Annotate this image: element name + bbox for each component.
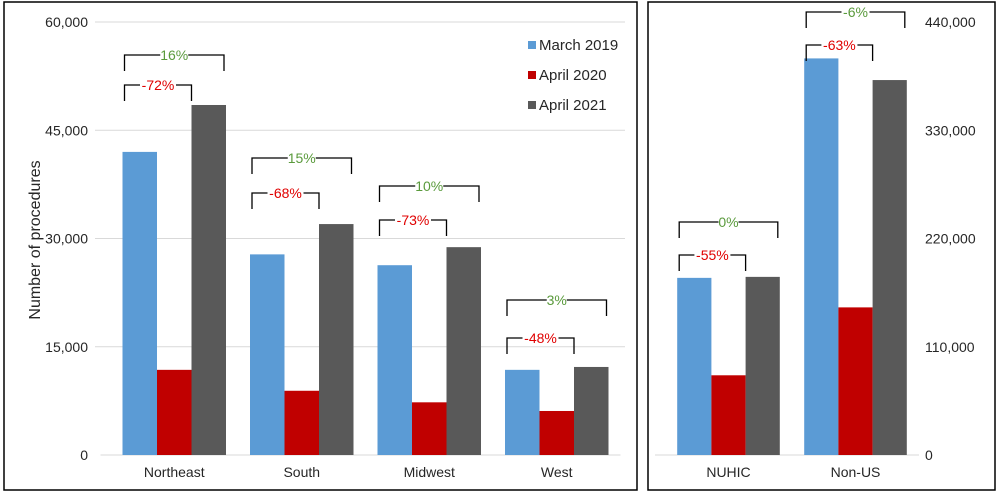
bar-april-2020 (284, 390, 319, 455)
y-tick-label: 15,000 (45, 339, 88, 355)
y-tick-label: 45,000 (45, 122, 88, 138)
x-tick-label: Midwest (404, 464, 455, 480)
legend-label: March 2019 (539, 37, 618, 54)
bar-march-2019 (250, 254, 285, 455)
change-2021-label-bg (546, 292, 567, 308)
legend-label: April 2021 (539, 97, 607, 114)
x-tick-label: West (541, 464, 573, 480)
change-2021-label-bg (415, 178, 444, 194)
change-2021-label: 0% (718, 214, 738, 230)
bar-april-2021 (446, 247, 481, 455)
bar-march-2019 (804, 58, 839, 455)
bar-april-2021 (745, 276, 780, 455)
legend-swatch (528, 41, 536, 49)
y-tick-label: 30,000 (45, 231, 88, 247)
change-2021-label: 16% (160, 47, 188, 63)
change-2020-label-bg (694, 247, 731, 263)
x-tick-label: Northeast (144, 464, 205, 480)
bar-april-2020 (157, 369, 192, 455)
change-2021-label: 3% (547, 292, 567, 308)
bar-march-2019 (377, 265, 412, 455)
change-2021-label: 15% (288, 150, 316, 166)
change-2021-label-bg (160, 47, 189, 63)
y-tick-label: 0 (80, 447, 88, 463)
change-2020-label-bg (140, 77, 176, 93)
legend-label: April 2020 (539, 67, 607, 84)
x-tick-label: Non-US (831, 464, 881, 480)
bar-april-2021 (191, 104, 226, 455)
bar-march-2019 (505, 369, 540, 455)
y-tick-label: 60,000 (45, 14, 88, 30)
bar-april-2021 (872, 80, 907, 455)
x-tick-label: South (283, 464, 320, 480)
bar-april-2020 (412, 402, 447, 455)
y-tick-label: 110,000 (925, 339, 975, 355)
bar-april-2021 (319, 224, 354, 455)
change-2020-label-bg (395, 212, 431, 228)
left-panel-border (3, 1, 638, 491)
legend-swatch (528, 101, 536, 109)
y-axis-title: Number of procedures (27, 160, 44, 319)
change-2020-label: -73% (397, 212, 430, 228)
change-2020-label: -72% (142, 77, 175, 93)
change-2020-label: -63% (823, 37, 856, 53)
change-2020-label-bg (522, 330, 559, 346)
change-2020-label: -68% (269, 185, 302, 201)
change-2021-label-bg (287, 150, 316, 166)
bar-april-2020 (711, 375, 746, 455)
y-tick-label: 220,000 (925, 231, 976, 247)
change-2020-label-bg (267, 185, 304, 201)
bar-march-2019 (677, 277, 712, 455)
right-panel-border (647, 1, 996, 491)
change-2021-label-bg (718, 214, 739, 230)
bar-april-2020 (539, 410, 574, 455)
bar-april-2021 (574, 366, 609, 455)
y-tick-label: 0 (925, 447, 933, 463)
change-2020-label: -48% (524, 330, 557, 346)
y-tick-label: 330,000 (925, 122, 976, 138)
change-2021-label: 10% (415, 178, 443, 194)
change-2020-label: -55% (696, 247, 729, 263)
y-tick-label: 440,000 (925, 14, 976, 30)
bar-march-2019 (122, 151, 157, 455)
change-2020-label-bg (821, 37, 858, 53)
change-2021-label: -6% (843, 4, 868, 20)
change-2021-label-bg (841, 4, 870, 20)
legend-swatch (528, 71, 536, 79)
x-tick-label: NUHIC (706, 464, 750, 480)
bar-april-2020 (838, 307, 873, 455)
